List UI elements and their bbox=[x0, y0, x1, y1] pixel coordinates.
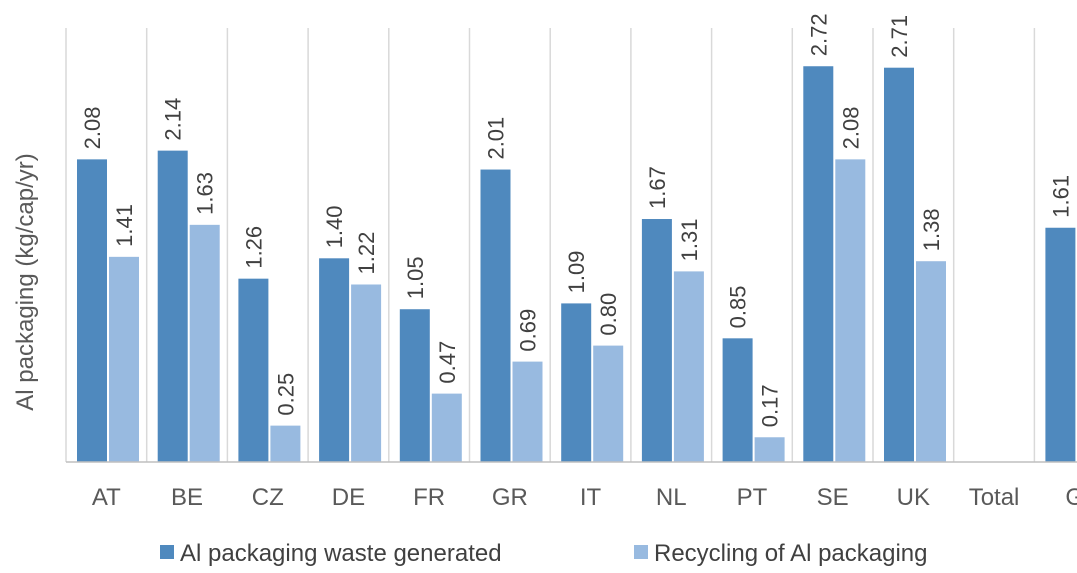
x-tick-label: IT bbox=[580, 484, 602, 511]
bar-recycling-be bbox=[189, 224, 220, 462]
bar-waste-generated-de bbox=[319, 258, 350, 462]
x-tick-label: GR bbox=[492, 484, 528, 511]
data-label-waste-generated-at: 2.08 bbox=[80, 107, 105, 150]
data-label-waste-generated-gr: 2.01 bbox=[484, 117, 509, 160]
data-label-recycling-cz: 0.25 bbox=[273, 373, 298, 416]
legend-swatch bbox=[160, 545, 174, 559]
x-tick-label: AT bbox=[92, 484, 121, 511]
data-label-recycling-be: 1.63 bbox=[193, 172, 218, 215]
data-label-waste-generated-it: 1.09 bbox=[564, 251, 589, 294]
bar-waste-generated-gr bbox=[480, 169, 511, 463]
bar-waste-generated-at bbox=[77, 159, 107, 463]
data-label-waste-generated-pt: 0.85 bbox=[726, 285, 751, 328]
data-label-recycling-gr: 0.69 bbox=[516, 309, 541, 352]
legend-item-recycling: Recycling of Al packaging bbox=[634, 540, 928, 567]
bar-recycling-cz bbox=[270, 425, 301, 462]
bar-waste-generated-it bbox=[561, 303, 592, 462]
data-label-recycling-uk: 1.38 bbox=[919, 208, 944, 251]
data-label-recycling-de: 1.22 bbox=[354, 232, 379, 275]
bar-waste-generated-fr bbox=[399, 309, 430, 462]
bar-recycling-nl bbox=[673, 271, 704, 462]
bars-layer bbox=[77, 66, 1076, 463]
x-axis: AT BE CZ DE FR GR IT NL PT SE UK Total G bbox=[66, 461, 1077, 511]
bar-recycling-at bbox=[109, 256, 139, 462]
legend-item-waste-generated: Al packaging waste generated bbox=[160, 540, 502, 567]
legend-label: Recycling of Al packaging bbox=[654, 540, 928, 567]
data-label-recycling-at: 1.41 bbox=[112, 204, 137, 247]
legend: Al packaging waste generated Recycling of… bbox=[160, 540, 928, 567]
bar-recycling-de bbox=[351, 284, 382, 462]
x-tick-label: SE bbox=[817, 484, 849, 511]
bar-recycling-fr bbox=[431, 393, 462, 462]
data-label-recycling-fr: 0.47 bbox=[435, 341, 460, 384]
data-label-recycling-se: 2.08 bbox=[838, 107, 863, 150]
bar-waste-generated-nl bbox=[641, 219, 672, 462]
data-label-waste-generated-cz: 1.26 bbox=[241, 226, 266, 269]
x-tick-label: NL bbox=[656, 484, 687, 511]
bar-waste-generated-pt bbox=[722, 338, 753, 462]
x-tick-label: PT bbox=[737, 484, 768, 511]
legend-swatch bbox=[634, 545, 648, 559]
bar-recycling-pt bbox=[754, 437, 785, 462]
bar-waste-generated-uk bbox=[884, 67, 914, 462]
x-tick-label: G bbox=[1065, 484, 1077, 511]
bar-waste-generated-be bbox=[157, 150, 188, 462]
data-label-waste-generated-nl: 1.67 bbox=[645, 166, 670, 209]
bar-recycling-gr bbox=[512, 361, 543, 462]
grid-layer bbox=[65, 28, 1036, 462]
x-tick-label: DE bbox=[332, 484, 365, 511]
data-label-waste-generated-g: 1.61 bbox=[1048, 175, 1073, 218]
legend-label: Al packaging waste generated bbox=[180, 540, 502, 567]
bar-waste-generated-se bbox=[803, 66, 834, 463]
x-tick-label: Total bbox=[969, 484, 1020, 511]
x-tick-label: CZ bbox=[252, 484, 284, 511]
x-tick-label: FR bbox=[413, 484, 445, 511]
data-label-waste-generated-be: 2.14 bbox=[161, 98, 186, 141]
data-labels-layer: 2.08 1.41 2.14 1.63 1.26 0.25 1.40 1.22 1.05 0.47… bbox=[80, 13, 1073, 427]
bar-recycling-se bbox=[835, 159, 866, 463]
y-axis-title: Al packaging (kg/cap/yr) bbox=[12, 153, 39, 410]
x-tick-label: BE bbox=[171, 484, 203, 511]
bar-recycling-it bbox=[593, 345, 624, 462]
bar-waste-generated-g bbox=[1045, 227, 1076, 462]
data-label-waste-generated-fr: 1.05 bbox=[403, 256, 428, 299]
data-label-recycling-it: 0.80 bbox=[596, 293, 621, 336]
data-label-waste-generated-de: 1.40 bbox=[322, 205, 347, 248]
bar-recycling-uk bbox=[916, 261, 946, 462]
data-label-recycling-nl: 1.31 bbox=[677, 219, 702, 262]
data-label-waste-generated-uk: 2.71 bbox=[887, 15, 912, 58]
x-tick-label: UK bbox=[897, 484, 930, 511]
data-label-waste-generated-se: 2.72 bbox=[806, 13, 831, 56]
bar-waste-generated-cz bbox=[238, 278, 269, 462]
data-label-recycling-pt: 0.17 bbox=[758, 384, 783, 427]
